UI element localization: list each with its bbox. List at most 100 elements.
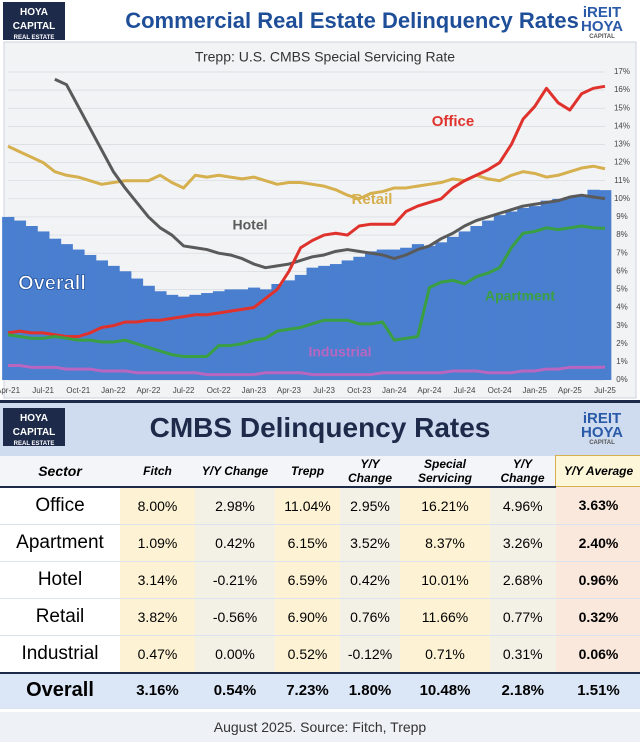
logo-sub: REAL ESTATE (13, 35, 55, 41)
table-title: CMBS Delinquency Rates (149, 412, 491, 443)
overall-column (400, 247, 413, 380)
footer: August 2025. Source: Fitch, Trepp (0, 712, 640, 742)
overall-column (130, 278, 144, 380)
value-cell: 0.42% (340, 561, 400, 599)
overall-column (552, 198, 565, 380)
value-cell: -0.12% (340, 635, 400, 673)
x-tick-label: Jul-21 (32, 386, 54, 395)
overall-column (212, 291, 226, 380)
series-line (8, 364, 606, 377)
table-row: Industrial 0.47% 0.00% 0.52% -0.12% 0.71% 0.31… (0, 635, 640, 673)
y-tick-label: 7% (616, 248, 628, 257)
y-tick-label: 6% (616, 266, 628, 275)
value-cell: 0.96% (555, 561, 640, 599)
column-header: Y/Y Change (340, 455, 400, 488)
overall-column (517, 207, 530, 380)
value-cell: 16.21% (400, 486, 490, 525)
overall-column (458, 231, 471, 380)
value-cell: 0.76% (340, 598, 400, 636)
sector-cell: Retail (0, 598, 120, 636)
overall-column (446, 236, 460, 380)
series-label: Industrial (308, 344, 371, 360)
value-cell: -0.21% (195, 561, 275, 599)
overall-column (564, 197, 577, 380)
value-cell: 0.42% (195, 524, 275, 562)
series-label: Apartment (485, 288, 555, 304)
sector-cell: Office (0, 486, 120, 525)
overall-column (60, 244, 73, 380)
y-tick-label: 8% (616, 230, 628, 239)
series-label: Retail (352, 191, 393, 208)
column-header: Y/Y Average (555, 455, 640, 487)
brand-top: iREIT (582, 4, 622, 21)
overall-column (95, 260, 108, 380)
overall-column (599, 190, 612, 380)
sector-cell: Apartment (0, 524, 120, 562)
header-row: Sector Fitch Y/Y Change Trepp Y/Y Change Spec… (0, 455, 640, 488)
column-header: Sector (0, 455, 120, 488)
x-tick-label: Apr-21 (0, 386, 21, 395)
x-tick-label: Jan-25 (523, 386, 548, 395)
overall-column (154, 291, 167, 380)
overall-column (411, 244, 425, 380)
overall-column (376, 249, 389, 380)
value-cell: 3.14% (120, 561, 195, 599)
x-tick-label: Jan-24 (382, 386, 407, 395)
value-cell: 0.47% (120, 635, 195, 673)
y-tick-label: 0% (616, 375, 628, 384)
overall-column (435, 242, 448, 380)
value-cell: 8.00% (120, 486, 195, 525)
overall-column (423, 245, 436, 380)
overall-column (37, 231, 50, 380)
x-tick-label: Jul-25 (594, 386, 616, 395)
column-header: Y/Y Change (195, 455, 275, 488)
brand-bottom: HOYA (581, 18, 623, 35)
overall-column (107, 265, 120, 380)
y-tick-label: 3% (616, 321, 628, 330)
value-cell: 8.37% (400, 524, 490, 562)
column-header: Fitch (120, 455, 195, 488)
y-tick-label: 4% (616, 303, 628, 312)
y-tick-label: 15% (614, 103, 630, 112)
x-tick-label: Jan-23 (242, 386, 267, 395)
brand: iREIT HOYA CAPITAL (570, 411, 634, 447)
overall-column (224, 289, 237, 380)
sector-cell: Industrial (0, 635, 120, 673)
logo-sub: REAL ESTATE (13, 441, 55, 447)
x-tick-label: Apr-22 (136, 386, 161, 395)
table-row: Retail 3.82% -0.56% 6.90% 0.76% 11.66% 0.77% 0.… (0, 598, 640, 636)
table-header (0, 400, 640, 458)
value-cell: 1.80% (340, 671, 400, 709)
logo-text: HOYA CAPITAL (12, 413, 56, 438)
series-label: Overall (18, 272, 86, 294)
overall-column (587, 189, 600, 380)
value-cell: 2.40% (555, 524, 640, 562)
overall-column (528, 206, 542, 380)
x-tick-label: Oct-23 (347, 386, 372, 395)
value-cell: 2.18% (490, 671, 556, 709)
value-cell: -0.56% (195, 598, 275, 636)
overall-column (247, 287, 261, 380)
x-tick-label: Apr-25 (558, 386, 583, 395)
overall-column (166, 294, 179, 380)
y-tick-label: 13% (614, 140, 630, 149)
brand: iREIT HOYA CAPITAL (570, 4, 634, 41)
value-cell: 2.98% (195, 486, 275, 525)
overall-column (470, 226, 483, 380)
table-row: Apartment 1.09% 0.42% 6.15% 3.52% 8.37% 3.26% 2… (0, 524, 640, 562)
value-cell: 6.15% (275, 524, 340, 562)
value-cell: 0.00% (195, 635, 275, 673)
plot: 0% 1% 2% 3% 4% 5% 6% 7% 8% 9% 10% 11% 12% 13% 14% 15% 16… (0, 67, 630, 395)
overall-column (329, 264, 343, 380)
table: Sector Fitch Y/Y Change Trepp Y/Y Change Spec… (0, 455, 640, 709)
y-tick-label: 16% (614, 85, 630, 94)
value-cell: 4.96% (490, 486, 556, 525)
y-tick-label: 5% (616, 285, 628, 294)
sector-cell: Overall (0, 671, 120, 709)
overall-column (142, 285, 155, 380)
table-row: Office 8.00% 2.98% 11.04% 2.95% 16.21% 4.96% 3.… (0, 486, 640, 525)
overall-column (189, 294, 202, 380)
chart-subtitle: Trepp: U.S. CMBS Special Servicing Rate (195, 49, 455, 65)
overall-column (84, 254, 97, 380)
